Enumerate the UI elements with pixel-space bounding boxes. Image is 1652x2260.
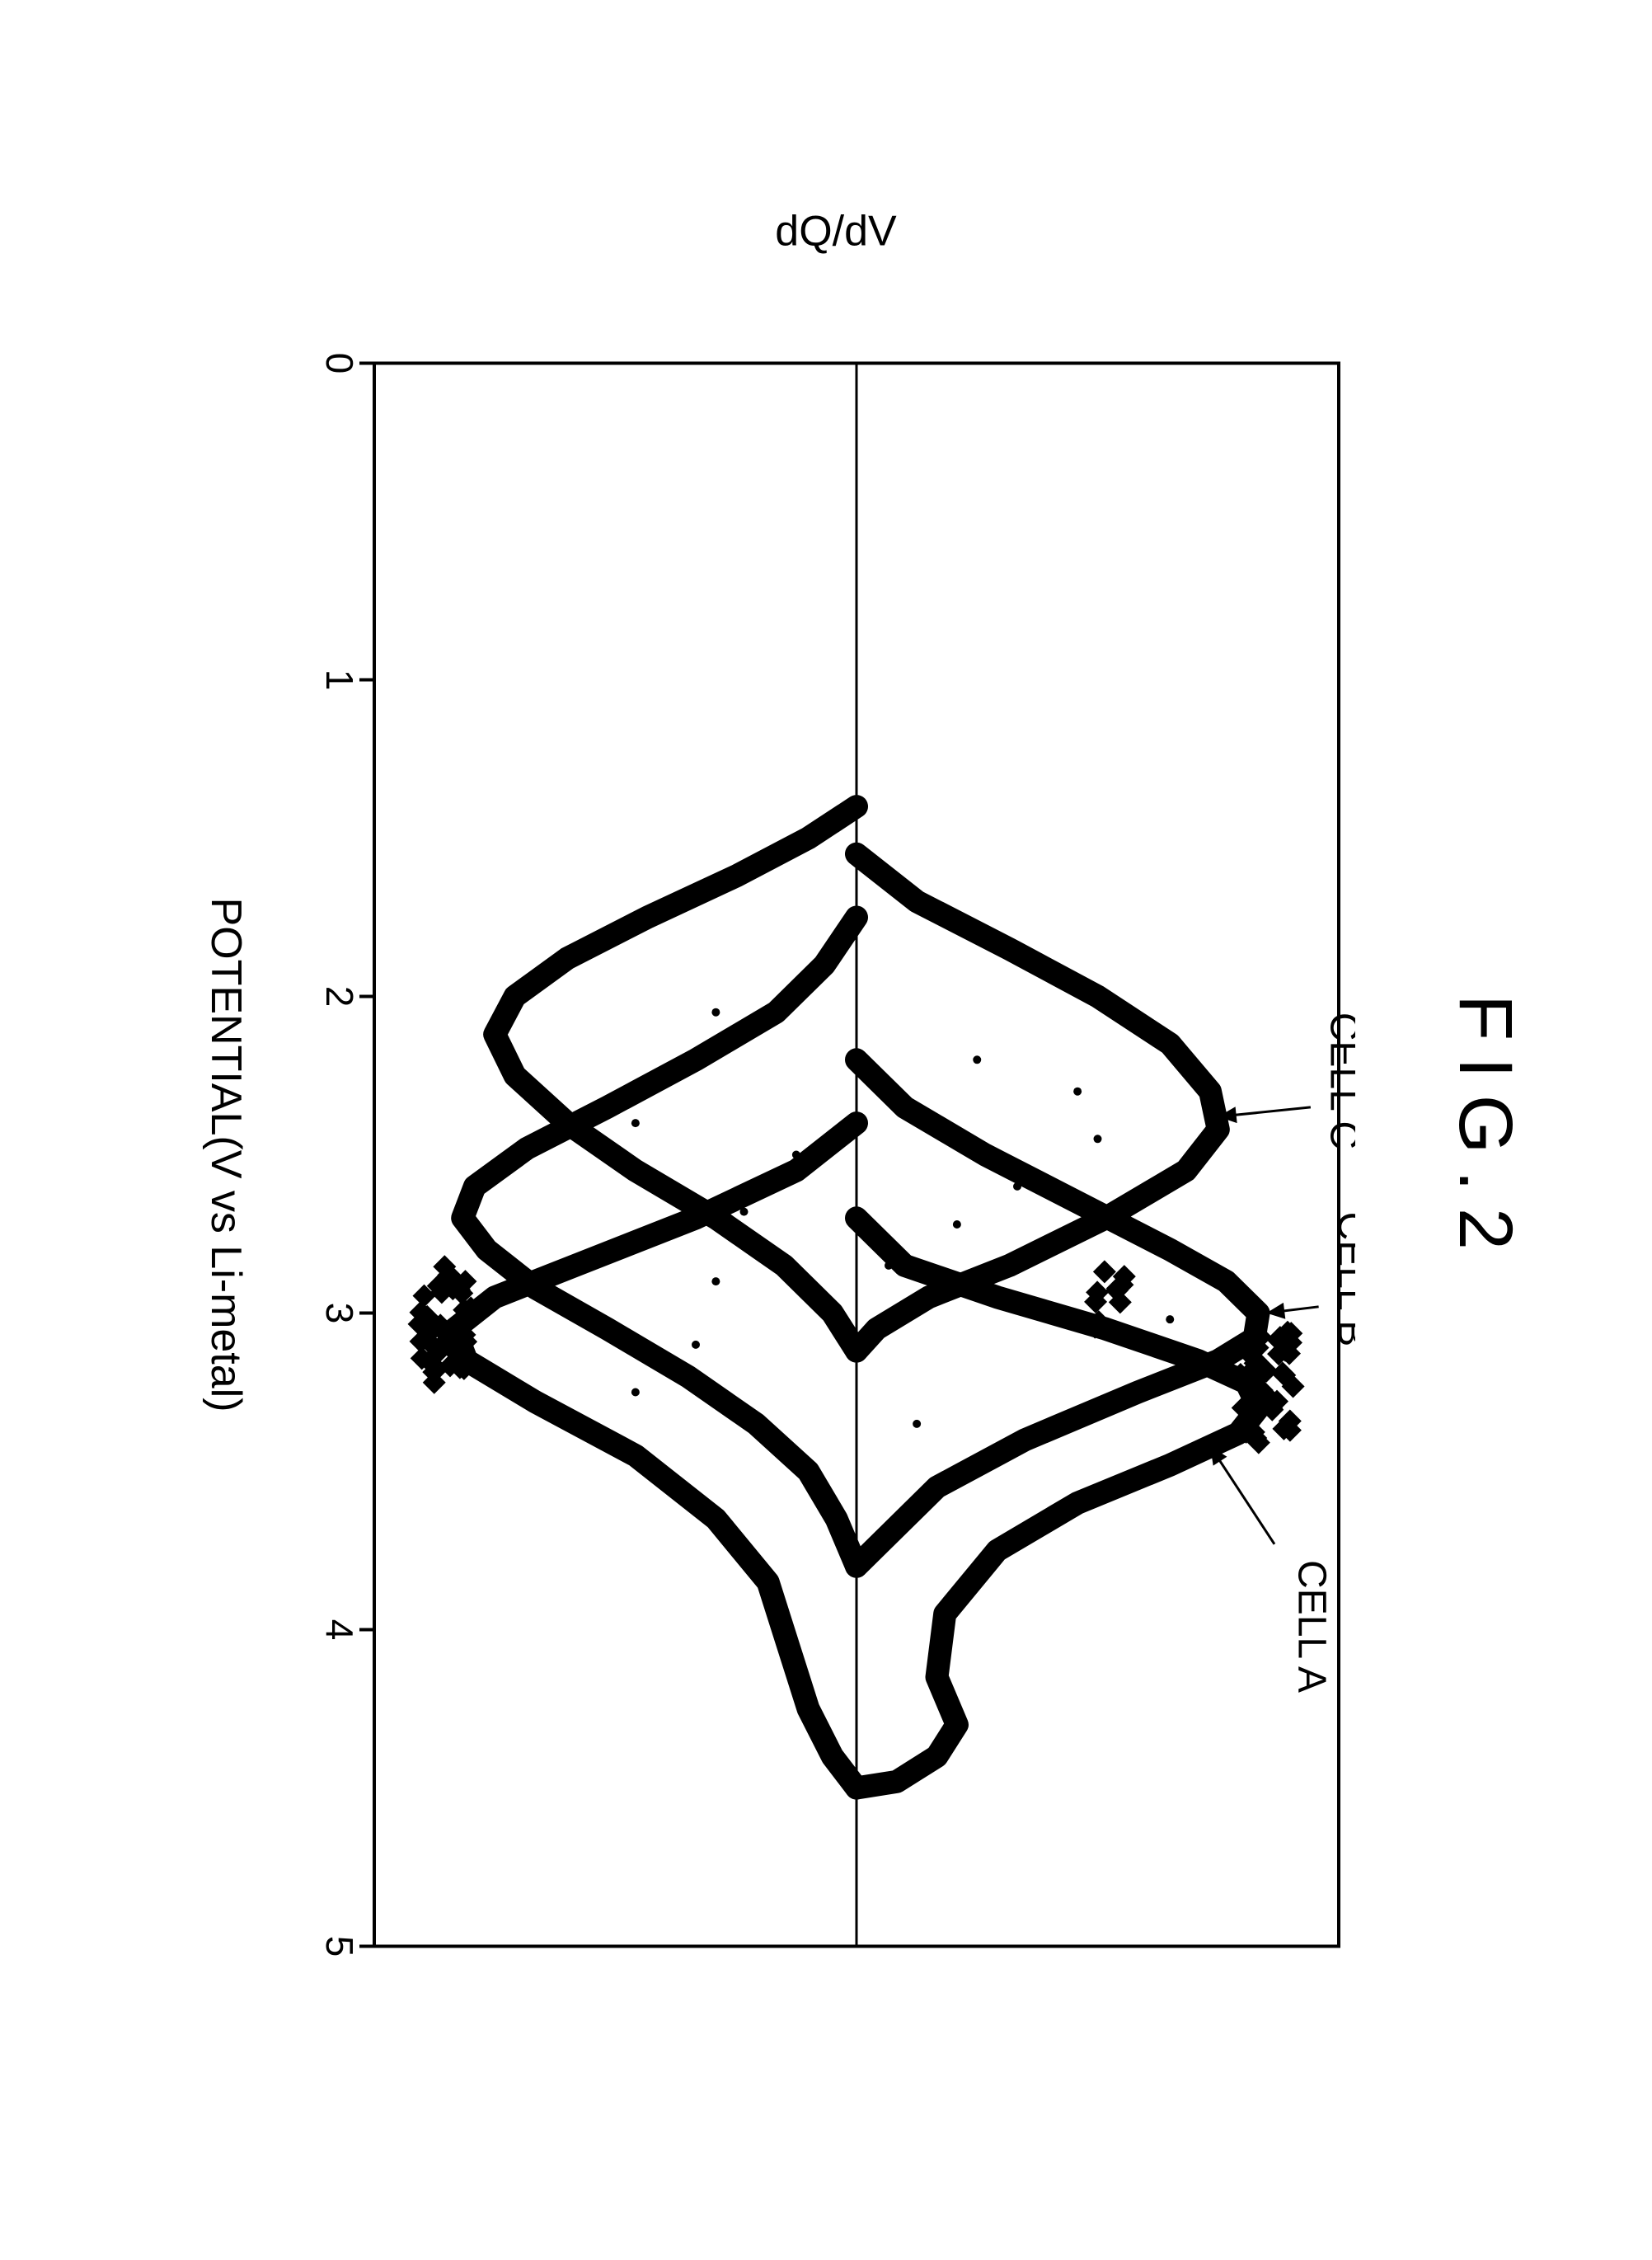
x-axis-label: POTENTIAL(V vs Li-metal) (201, 346, 251, 1962)
x-tick-label: 1 (318, 669, 361, 690)
scatter-marker (1093, 1260, 1116, 1283)
figure-title: FIG.2 (1442, 0, 1528, 2260)
speckle-dot (792, 1150, 800, 1158)
chart-svg: 0 1 2 3 4 5 CELL C CELL B CELL A (317, 346, 1355, 1962)
x-tick-label: 4 (318, 1619, 361, 1640)
page-root: FIG.2 dQ/dV 0 1 2 3 4 5 CELL C CELL B CELL A POT… (0, 0, 1652, 2260)
speckle-dot (973, 1055, 981, 1064)
x-tick-label: 3 (318, 1302, 361, 1323)
y-axis-label: dQ/dV (317, 206, 1355, 256)
x-tick-label: 2 (318, 985, 361, 1007)
speckle-dot (1166, 1315, 1174, 1323)
x-tick-label: 0 (318, 352, 361, 374)
x-tick-label: 5 (318, 1935, 361, 1957)
speckle-dot (1073, 1087, 1082, 1095)
plot-area: 0 1 2 3 4 5 CELL C CELL B CELL A (317, 346, 1355, 1962)
rotated-figure-canvas: FIG.2 dQ/dV 0 1 2 3 4 5 CELL C CELL B CELL A POT… (0, 0, 1652, 2260)
callout-label: CELL C (1321, 1012, 1355, 1149)
speckle-dot (711, 1277, 720, 1285)
speckle-dot (711, 1008, 720, 1016)
speckle-dot (1094, 1135, 1102, 1143)
callout-label: CELL B (1330, 1211, 1355, 1346)
speckle-dot (692, 1340, 700, 1348)
speckle-dot (953, 1219, 961, 1228)
speckle-dot (631, 1119, 640, 1127)
speckle-dot (913, 1419, 921, 1427)
speckle-dot (631, 1388, 640, 1396)
callout-label: CELL A (1289, 1560, 1333, 1693)
